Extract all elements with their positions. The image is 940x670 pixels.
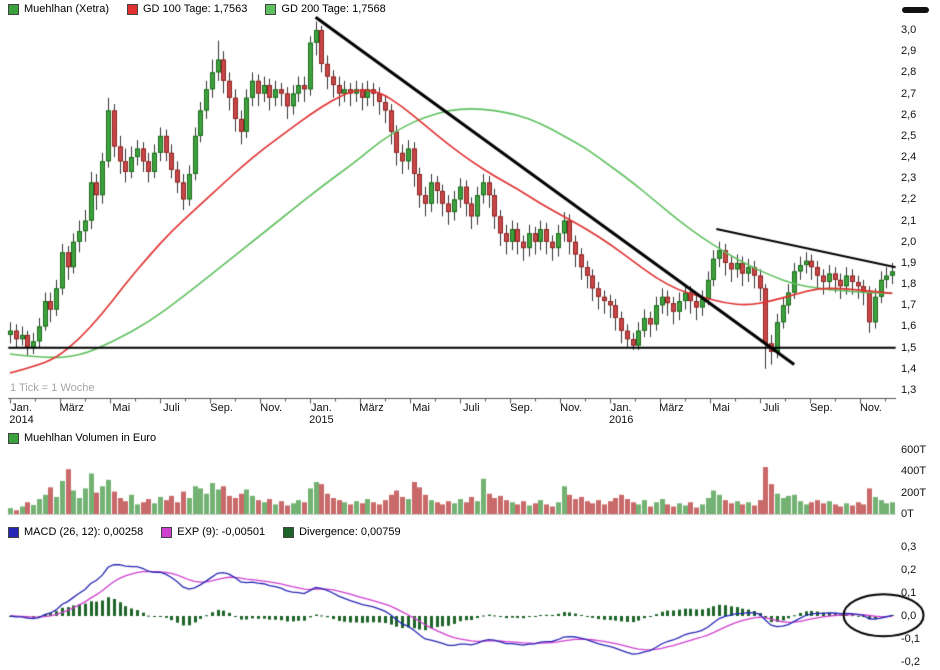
x-axis-month-label: Mai <box>412 402 430 414</box>
x-axis-year-label: 2014 <box>9 414 34 426</box>
price-axis-label: 2,2 <box>901 193 917 206</box>
macd-axis-label: 0,3 <box>901 541 917 553</box>
gd200-label: GD 200 Tage: 1,7568 <box>281 3 386 15</box>
macd-legend: MACD (26, 12): 0,00258 EXP (9): -0,00501… <box>8 526 419 538</box>
macd-label: MACD (26, 12): 0,00258 <box>24 526 144 538</box>
macd-axis-label: 0,1 <box>901 587 917 599</box>
instrument-swatch-icon <box>8 3 19 15</box>
price-axis-label: 1,6 <box>901 320 917 333</box>
x-axis-year-label: 2015 <box>309 414 334 426</box>
legend-item-instrument: Muehlhan (Xetra) <box>8 3 109 15</box>
gd100-swatch-icon <box>127 3 138 15</box>
x-axis-month-label: Sep. <box>510 402 533 414</box>
x-axis-month-label: März <box>659 402 684 414</box>
x-axis-month-label: Nov. <box>859 402 882 414</box>
chart-options-handle[interactable] <box>902 7 929 13</box>
instrument-label: Muehlhan (Xetra) <box>24 3 109 15</box>
x-axis-month-label: Nov. <box>260 402 283 414</box>
x-axis-month-label: Mai <box>712 402 730 414</box>
legend-item-volume: Muehlhan Volumen in Euro <box>8 432 156 444</box>
legend-item-gd100: GD 100 Tage: 1,7563 <box>127 3 247 15</box>
price-axis-label: 2,6 <box>901 108 917 121</box>
x-axis-month-label: Jan. <box>11 402 32 414</box>
x-axis-month-label: Juli <box>463 402 480 414</box>
divergence-label: Divergence: 0,00759 <box>299 526 401 538</box>
legend-item-divergence: Divergence: 0,00759 <box>283 526 401 538</box>
volume-swatch-icon <box>8 432 19 444</box>
price-axis-label: 2,4 <box>901 151 917 164</box>
volume-axis-label: 0T <box>901 508 914 520</box>
price-axis-label: 1,8 <box>901 278 917 291</box>
price-legend: Muehlhan (Xetra) GD 100 Tage: 1,7563 GD … <box>8 3 404 15</box>
exp-swatch-icon <box>161 526 173 538</box>
x-axis-month-label: März <box>359 402 384 414</box>
price-axis-label: 2,9 <box>901 45 917 58</box>
price-axis-label: 2,8 <box>901 66 917 79</box>
macd-swatch-icon <box>8 526 19 538</box>
volume-legend: Muehlhan Volumen in Euro <box>8 432 174 444</box>
x-axis-month-label: Mai <box>112 402 131 414</box>
price-axis-label: 2,1 <box>901 214 917 227</box>
x-axis-month-label: März <box>59 402 84 414</box>
volume-axis-label: 600T <box>901 444 927 456</box>
macd-axis-label: 0,0 <box>901 610 917 622</box>
price-axis-label: 2,5 <box>901 129 917 142</box>
price-axis-label: 1,5 <box>901 341 917 354</box>
tick-interval-note: 1 Tick = 1 Woche <box>10 382 95 394</box>
volume-label: Muehlhan Volumen in Euro <box>24 432 157 444</box>
price-axis-label: 1,7 <box>901 299 917 312</box>
x-axis-month-label: Jan. <box>610 402 632 414</box>
macd-axis-label: -0,2 <box>901 656 920 668</box>
volume-axis-label: 400T <box>901 465 927 478</box>
gd100-label: GD 100 Tage: 1,7563 <box>143 3 248 15</box>
x-axis-month-label: Sep. <box>809 402 833 414</box>
x-axis-month-label: Juli <box>163 402 180 414</box>
volume-axis-label: 200T <box>901 486 927 499</box>
divergence-swatch-icon <box>283 526 295 538</box>
legend-item-exp: EXP (9): -0,00501 <box>161 526 265 538</box>
x-axis-month-label: Sep. <box>210 402 233 414</box>
macd-axis-label: -0,1 <box>901 633 920 645</box>
price-axis-label: 3,0 <box>901 24 917 36</box>
legend-item-gd200: GD 200 Tage: 1,7568 <box>265 3 386 15</box>
price-axis-label: 2,3 <box>901 172 917 185</box>
macd-axis-label: 0,2 <box>901 564 917 576</box>
gd200-swatch-icon <box>265 3 277 15</box>
price-axis-label: 2,0 <box>901 235 917 248</box>
price-axis-label: 1,3 <box>901 384 917 396</box>
x-axis-year-label: 2016 <box>608 414 634 426</box>
x-axis-month-label: Juli <box>762 402 780 414</box>
price-axis-label: 2,7 <box>901 87 917 100</box>
legend-item-macd: MACD (26, 12): 0,00258 <box>8 526 143 538</box>
exp-label: EXP (9): -0,00501 <box>177 526 266 538</box>
price-axis-label: 1,4 <box>901 362 917 375</box>
price-axis-label: 1,9 <box>901 256 917 269</box>
x-axis-month-label: Nov. <box>560 402 582 414</box>
x-axis-month-label: Jan. <box>310 402 332 414</box>
